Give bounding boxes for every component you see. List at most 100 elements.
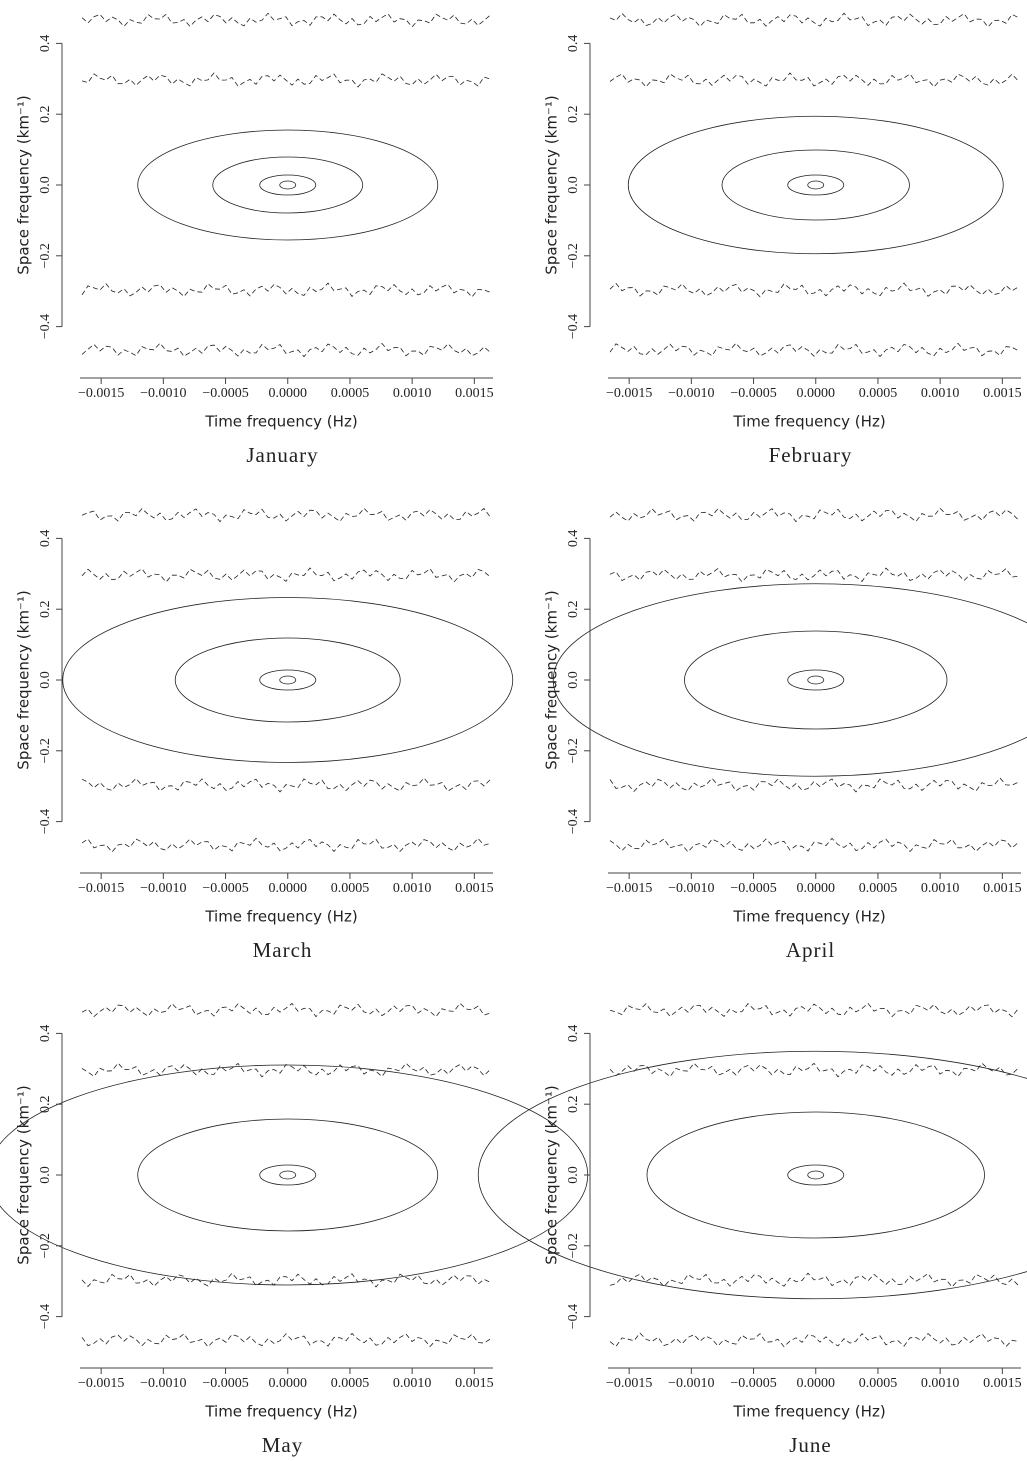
contour [787, 1164, 845, 1186]
x-tick-label: 0.0005 [859, 1376, 898, 1391]
x-tick-label: −0.0015 [606, 881, 652, 896]
x-tick-label: 0.0010 [921, 1376, 960, 1391]
x-tick-label: 0.0010 [393, 386, 432, 401]
contour [609, 1272, 1019, 1288]
y-axis-label: Space frequency (km⁻¹) [15, 590, 33, 769]
x-axis-label: Time frequency (Hz) [204, 413, 357, 431]
x-tick-label: 0.0010 [921, 881, 960, 896]
contour [609, 1332, 1019, 1348]
contour [259, 174, 317, 196]
contour-lines [552, 507, 1027, 853]
contour [81, 1272, 491, 1288]
x-tick-label: 0.0010 [921, 386, 960, 401]
caption: May [262, 1433, 304, 1457]
x-tick-label: −0.0010 [140, 386, 186, 401]
x-tick-label: 0.0000 [796, 881, 835, 896]
y-tick-label: −0.4 [38, 809, 53, 834]
x-tick-label: −0.0005 [730, 1376, 776, 1391]
y-axis-label: Space frequency (km⁻¹) [543, 95, 561, 274]
contour [552, 583, 1027, 777]
x-axis-label: Time frequency (Hz) [732, 1403, 885, 1421]
y-tick-label: −0.2 [566, 243, 581, 268]
x-tick-label: 0.0005 [331, 386, 370, 401]
contour [609, 777, 1019, 793]
y-tick-label: −0.2 [38, 1233, 53, 1258]
contour [81, 1062, 491, 1078]
y-tick-label: −0.4 [38, 1304, 53, 1329]
x-axis-label: Time frequency (Hz) [204, 1403, 357, 1421]
contour [81, 1332, 491, 1348]
y-tick-label: −0.2 [38, 243, 53, 268]
y-tick-label: 0.0 [38, 176, 53, 194]
x-tick-label: −0.0005 [730, 881, 776, 896]
contour [81, 567, 491, 583]
contour [609, 12, 1019, 28]
panel: −0.0015 −0.0010 −0.0005 0.0000 0.0005 0.0010 0… [15, 507, 514, 962]
y-axis-label: Space frequency (km⁻¹) [543, 590, 561, 769]
contour [646, 1111, 985, 1239]
y-tick-label: 0.2 [38, 600, 53, 618]
y-tick-label: −0.4 [566, 314, 581, 339]
y-tick-label: 0.2 [38, 105, 53, 123]
contour-lines [477, 1002, 1027, 1348]
contour [609, 72, 1019, 88]
y-tick-label: −0.4 [566, 809, 581, 834]
y-tick-label: −0.2 [566, 1233, 581, 1258]
x-tick-label: −0.0010 [668, 386, 714, 401]
x-tick-label: 0.0005 [331, 1376, 370, 1391]
contour [81, 72, 491, 88]
contour [684, 630, 948, 730]
contour [807, 675, 825, 685]
x-tick-label: −0.0010 [668, 1376, 714, 1391]
x-tick-label: −0.0015 [78, 1376, 124, 1391]
contour [787, 669, 845, 691]
contour [609, 1002, 1019, 1018]
x-tick-label: 0.0000 [796, 1376, 835, 1391]
x-tick-label: −0.0015 [606, 386, 652, 401]
x-tick-label: 0.0015 [455, 1376, 494, 1391]
contour-lines [81, 12, 491, 358]
panel: −0.0015 −0.0010 −0.0005 0.0000 0.0005 0.0010 0… [543, 12, 1022, 467]
x-tick-label: −0.0005 [202, 386, 248, 401]
y-tick-label: 0.2 [566, 105, 581, 123]
contour [81, 1002, 491, 1018]
x-axis-label: Time frequency (Hz) [732, 908, 885, 926]
y-tick-label: −0.2 [38, 738, 53, 763]
caption: February [769, 443, 853, 467]
contour [259, 1164, 317, 1186]
x-tick-label: −0.0005 [202, 1376, 248, 1391]
x-tick-label: −0.0010 [668, 881, 714, 896]
x-tick-label: 0.0015 [983, 881, 1022, 896]
contour [137, 1118, 439, 1232]
panel: −0.0015 −0.0010 −0.0005 0.0000 0.0005 0.0010 0… [15, 12, 494, 467]
y-tick-label: −0.4 [38, 314, 53, 339]
contour [279, 675, 297, 685]
contour [81, 342, 491, 358]
contour [259, 669, 317, 691]
contour [279, 1170, 297, 1180]
panel: −0.0015 −0.0010 −0.0005 0.0000 0.0005 0.0010 0… [543, 507, 1027, 962]
contour [609, 567, 1019, 583]
x-axis-label: Time frequency (Hz) [204, 908, 357, 926]
contour [212, 156, 364, 214]
y-tick-label: 0.2 [38, 1095, 53, 1113]
contour-lines [62, 507, 514, 853]
x-tick-label: 0.0010 [393, 881, 432, 896]
x-tick-label: −0.0005 [202, 881, 248, 896]
contour [609, 342, 1019, 358]
contour [0, 1064, 589, 1286]
x-tick-label: 0.0000 [268, 881, 307, 896]
x-tick-label: 0.0010 [393, 1376, 432, 1391]
caption: March [253, 938, 313, 962]
panel: −0.0015 −0.0010 −0.0005 0.0000 0.0005 0.0010 0… [0, 1002, 589, 1457]
y-tick-label: 0.4 [566, 530, 581, 548]
x-tick-label: 0.0015 [983, 1376, 1022, 1391]
y-tick-label: 0.0 [566, 671, 581, 689]
contour [609, 1062, 1019, 1078]
y-tick-label: 0.4 [38, 35, 53, 53]
contour [174, 637, 401, 723]
y-tick-label: 0.2 [566, 600, 581, 618]
contour [81, 507, 491, 523]
y-axis-label: Space frequency (km⁻¹) [543, 1085, 561, 1264]
contour [279, 180, 297, 190]
